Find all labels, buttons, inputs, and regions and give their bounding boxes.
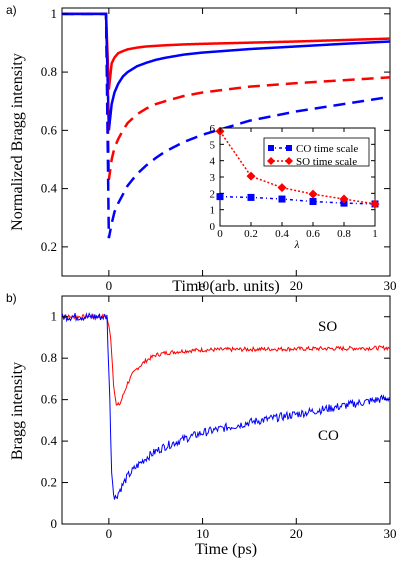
inset-legend-marker [268, 145, 274, 151]
panel-a-y-tick-label: 0.2 [41, 239, 57, 254]
panel-b-x-tick-label: 0 [106, 526, 113, 541]
inset-y-tick-label: 4 [210, 156, 216, 168]
panel-b-tag: b) [6, 291, 17, 305]
inset-co-marker [216, 193, 224, 201]
inset-x-axis-title: λ [294, 239, 300, 251]
inset-y-tick-label: 2 [210, 188, 216, 200]
panel-a-y-tick-label: 1 [51, 6, 58, 21]
panel-b-frame [61, 295, 391, 525]
inset-y-tick-label: 6 [210, 123, 216, 135]
inset-legend-marker [286, 145, 292, 151]
inset-x-tick-label: 1 [372, 228, 378, 240]
panel-b-x-tick-label: 10 [196, 526, 209, 541]
panel-a-tag: a) [6, 3, 17, 17]
panel-b-ticks: 0 10 20 30 0 0.2 0.4 0.6 0.8 1 [41, 296, 397, 541]
panel-b-series-line-2 [61, 312, 391, 500]
panel-a-y-axis-title: Normalized Bragg intensity [9, 53, 26, 231]
panel-b-y-axis-title: Bragg intensity [9, 362, 26, 460]
panel-b-x-tick-label: 20 [290, 526, 303, 541]
panel-b: b) 0 10 20 30 0 0.2 0.4 0.6 0.8 1 Time (ps) Bragg… [6, 291, 397, 558]
panel-b-y-tick-label: 1 [51, 309, 58, 324]
inset-legend-label: SO time scale [296, 156, 357, 168]
inset-so-marker [246, 171, 256, 181]
annotation-co: CO [318, 428, 339, 444]
inset-x-tick-label: 0 [217, 228, 223, 240]
panel-a-y-tick-label: 0.8 [41, 64, 57, 79]
panel-b-series-group [61, 312, 391, 500]
panel-a-ticks: 0 10 20 300.20.40.60.81 [41, 6, 397, 293]
inset-x-tick-label: 0.6 [306, 228, 320, 240]
panel-b-series-line-1 [61, 313, 391, 406]
panel-a-y-tick-label: 0.6 [41, 122, 58, 137]
inset-so-marker [370, 199, 380, 209]
inset-legend-marker [285, 157, 293, 165]
inset-y-tick-label: 0 [210, 221, 216, 233]
inset-x-tick-label: 0.2 [244, 228, 258, 240]
inset-co-marker [309, 198, 317, 205]
inset-legend-label: CO time scale [296, 143, 358, 155]
inset-y-tick-label: 3 [210, 172, 216, 184]
panel-a-x-axis-title: Time (arb. units) [172, 278, 279, 295]
panel-a-x-tick-label: 30 [384, 278, 397, 293]
inset-y-tick-label: 1 [210, 205, 216, 217]
inset-so-marker [339, 194, 349, 204]
panel-b-x-tick-label: 30 [384, 526, 397, 541]
inset-so-marker [277, 183, 287, 193]
inset-series-group [215, 126, 380, 209]
inset-so-marker [308, 189, 318, 199]
panel-b-y-tick-label: 0.2 [41, 475, 57, 490]
panel-b-x-axis-title: Time (ps) [195, 541, 257, 558]
inset-series-line-2 [219, 130, 376, 205]
panel-a-frame [61, 7, 391, 277]
panel-a-x-tick-label: 0 [106, 278, 113, 293]
inset-legend-marker [267, 157, 275, 165]
panel-a-y-tick-label: 0.4 [41, 181, 58, 196]
panel-b-y-tick-label: 0.8 [41, 350, 57, 365]
panel-b-y-tick-label: 0.6 [41, 392, 58, 407]
panel-a-x-tick-label: 10 [196, 278, 209, 293]
inset-y-tick-label: 5 [210, 139, 216, 151]
inset-co-marker [278, 195, 286, 203]
panel-a: a) 0 10 20 300.20.40.60.81 Time (arb. units… [6, 3, 397, 295]
inset-co-marker [247, 193, 255, 201]
annotation-so: SO [318, 319, 337, 335]
panel-a-series-line-1 [62, 12, 391, 90]
panel-a-series-line-2 [62, 12, 391, 131]
inset-x-tick-label: 0.8 [337, 228, 351, 240]
panel-b-y-tick-label: 0.4 [41, 433, 58, 448]
panel-a-x-tick-label: 20 [290, 278, 303, 293]
inset-x-tick-label: 0.4 [275, 228, 289, 240]
panel-a-series-line-3 [62, 12, 391, 181]
panel-b-y-tick-label: 0 [51, 516, 58, 531]
